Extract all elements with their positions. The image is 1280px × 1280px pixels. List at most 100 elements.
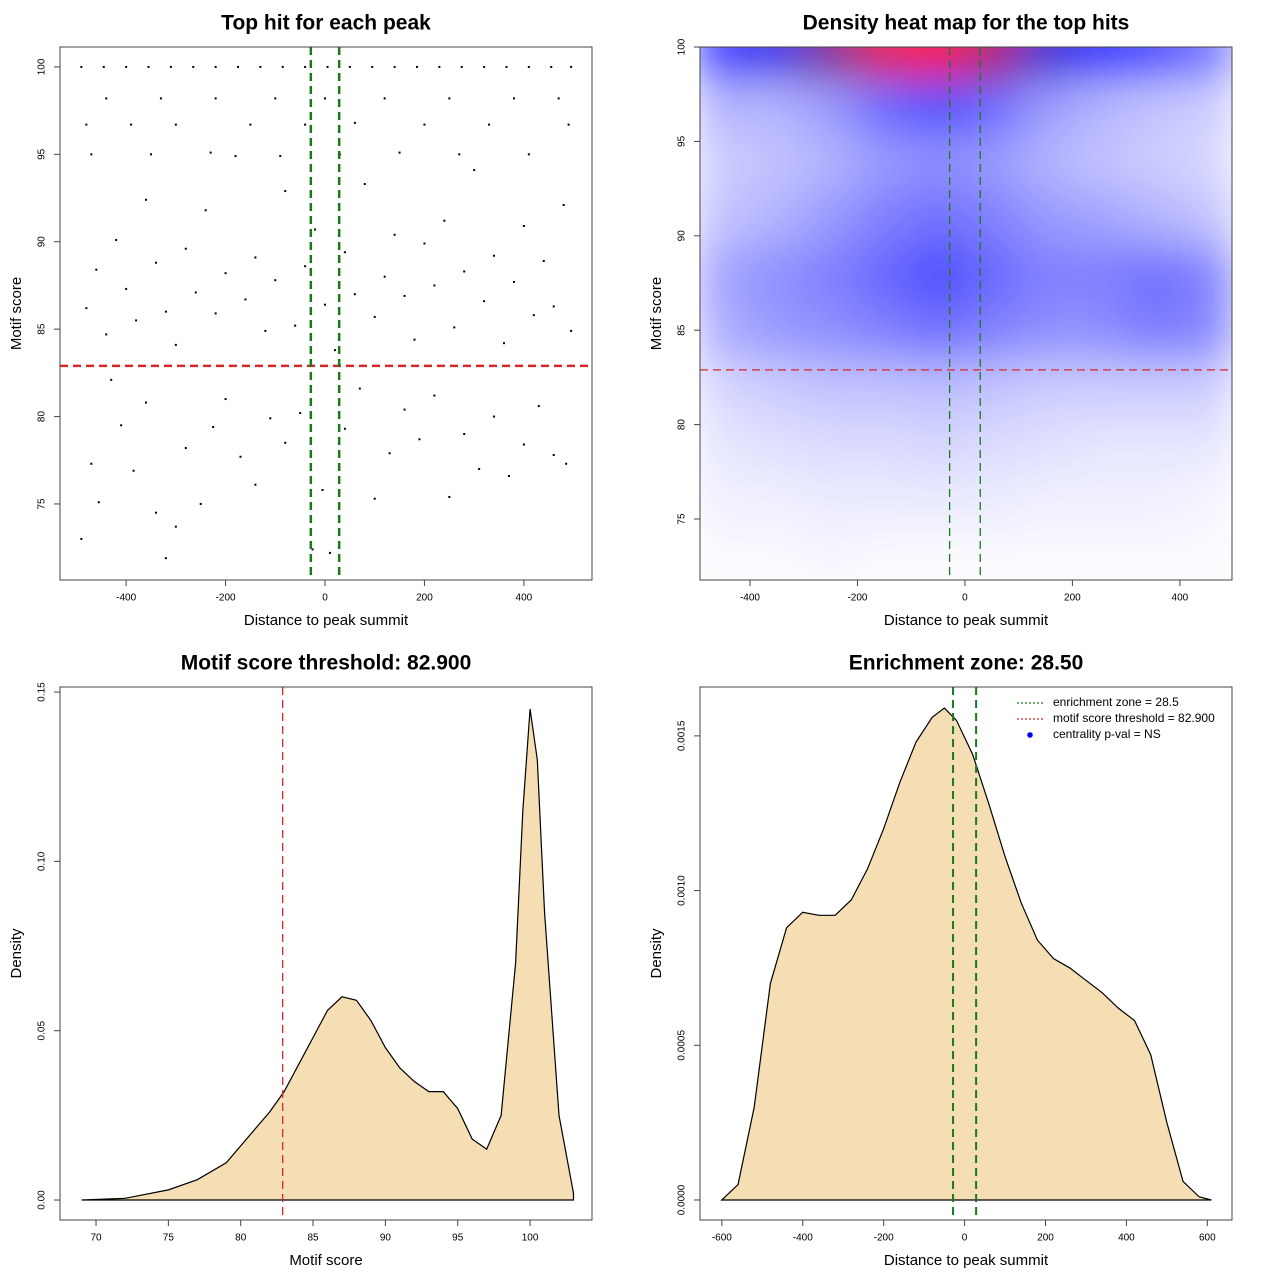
heat-cell — [1126, 188, 1181, 247]
point — [254, 483, 257, 486]
panel-title: Density heat map for the top hits — [803, 12, 1130, 35]
x-tick-label: 600 — [1199, 1233, 1216, 1244]
point — [314, 228, 317, 231]
point — [512, 280, 515, 283]
x-tick-label: 200 — [1064, 593, 1081, 604]
heat-cell — [1179, 528, 1232, 580]
point — [570, 329, 573, 332]
point — [239, 455, 242, 458]
heat-cell — [700, 245, 751, 303]
heat-cell — [964, 471, 1020, 530]
y-tick-label: 95 — [677, 135, 688, 147]
point — [463, 270, 466, 273]
heat-cell — [749, 245, 805, 303]
point — [244, 298, 247, 301]
point — [562, 204, 565, 207]
point — [403, 294, 406, 297]
y-tick-label: 90 — [37, 236, 48, 248]
point — [130, 123, 133, 126]
y-tick-label: 75 — [37, 498, 48, 510]
heat-cell — [1179, 245, 1232, 303]
point — [224, 272, 227, 275]
point — [274, 97, 277, 100]
point — [507, 474, 510, 477]
heat-cell — [749, 358, 805, 417]
point — [194, 291, 197, 294]
panel-title: Top hit for each peak — [221, 12, 431, 35]
point — [95, 268, 98, 271]
heat-cell — [964, 75, 1020, 133]
panel: Density heat map for the top hits Distanc… — [648, 12, 1233, 629]
point — [493, 415, 496, 418]
point — [304, 265, 307, 268]
point — [473, 169, 476, 172]
plot-area — [720, 687, 1212, 1220]
heat-cell — [1018, 188, 1074, 247]
x-tick-label: 400 — [1118, 1233, 1135, 1244]
x-tick-label: -600 — [712, 1233, 732, 1244]
plot-frame — [59, 686, 593, 1221]
point — [135, 319, 138, 322]
x-tick-label: 0 — [962, 1233, 968, 1244]
heat-cell — [1072, 188, 1128, 247]
x-tick-label: 75 — [163, 1233, 175, 1244]
point — [199, 502, 202, 505]
y-axis-label: Motif score — [8, 277, 25, 350]
point — [550, 65, 553, 68]
density-area — [720, 707, 1212, 1201]
point — [373, 497, 376, 500]
heat-cell — [911, 528, 966, 580]
point — [570, 65, 573, 68]
heat-cell — [911, 75, 966, 133]
heat-cell — [803, 75, 859, 133]
point — [154, 261, 157, 264]
plot-area — [60, 47, 592, 580]
y-tick-label: 95 — [37, 148, 48, 160]
panel: Top hit for each peak Distance to peak su… — [8, 12, 593, 629]
x-axis-label: Motif score — [289, 1252, 362, 1269]
heat-cell — [911, 415, 966, 473]
point — [149, 153, 152, 156]
point — [567, 123, 570, 126]
heat-cell — [857, 245, 913, 303]
point — [294, 324, 297, 327]
point — [174, 525, 177, 528]
y-tick-label: 100 — [37, 58, 48, 75]
point — [154, 511, 157, 514]
point — [110, 378, 113, 381]
point — [249, 123, 252, 126]
x-tick-label: 90 — [380, 1233, 392, 1244]
point — [311, 548, 314, 551]
heat-cell — [964, 47, 1020, 77]
y-tick-label: 90 — [677, 230, 688, 242]
point — [348, 65, 351, 68]
heat-cell — [803, 131, 859, 190]
point — [358, 387, 361, 390]
heat-cell — [1018, 245, 1074, 303]
point — [105, 97, 108, 100]
heat-cell — [1072, 245, 1128, 303]
heat-cell — [1179, 358, 1232, 417]
legend-label: enrichment zone = 28.5 — [1053, 695, 1179, 709]
point — [209, 151, 212, 154]
y-tick-label: 80 — [37, 411, 48, 423]
y-tick-label: 0.0005 — [677, 1030, 688, 1061]
y-axis-label: Density — [648, 928, 665, 979]
point — [423, 242, 426, 245]
heat-cell — [1179, 471, 1232, 530]
heat-cell — [700, 47, 751, 77]
point — [433, 284, 436, 287]
point — [192, 65, 195, 68]
point — [483, 65, 486, 68]
point — [448, 97, 451, 100]
point — [184, 247, 187, 250]
point — [184, 447, 187, 450]
x-tick-label: -400 — [740, 593, 760, 604]
heat-cell — [1126, 528, 1181, 580]
point — [254, 256, 257, 259]
heat-cell — [857, 358, 913, 417]
point — [236, 65, 239, 68]
heat-cell — [1072, 415, 1128, 473]
heat-cell — [1126, 301, 1181, 360]
